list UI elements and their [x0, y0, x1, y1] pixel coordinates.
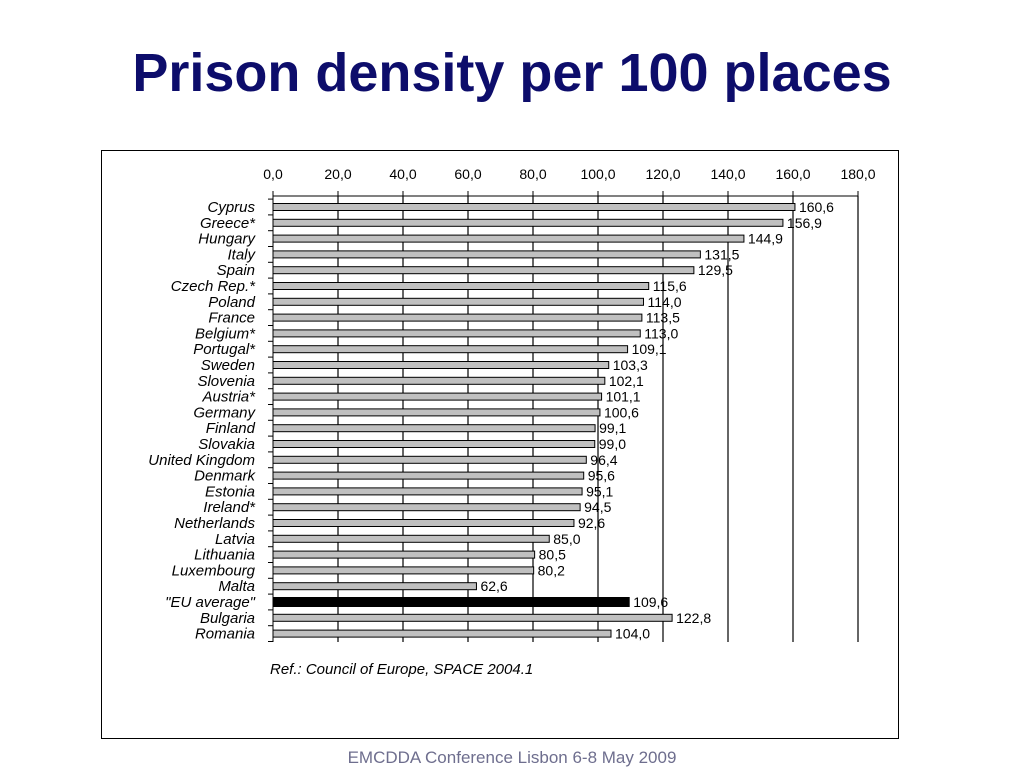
data-label: 104,0	[615, 626, 650, 642]
source-note: Ref.: Council of Europe, SPACE 2004.1	[270, 661, 534, 678]
data-label: 101,1	[606, 389, 641, 405]
category-label: Luxembourg	[172, 562, 256, 579]
bar	[272, 250, 701, 259]
bar	[272, 597, 630, 607]
bar	[272, 503, 581, 512]
category-label: Sweden	[201, 357, 255, 374]
category-label: Slovakia	[198, 436, 255, 453]
category-label: Belgium*	[195, 325, 256, 342]
x-tick-label: 140,0	[710, 166, 745, 182]
category-label: Lithuania	[194, 547, 255, 564]
bar	[272, 471, 585, 480]
x-tick-label: 160,0	[775, 166, 810, 182]
category-label: Finland	[206, 420, 256, 437]
category-label: Denmark	[194, 468, 256, 485]
data-label: 113,0	[644, 325, 678, 341]
data-label: 129,5	[698, 262, 733, 278]
bar	[272, 629, 612, 638]
bar	[272, 408, 601, 417]
data-label: 131,5	[704, 246, 739, 262]
bar	[272, 582, 477, 591]
data-label: 62,6	[480, 578, 507, 594]
category-label: United Kingdom	[148, 452, 255, 469]
category-label: Hungary	[198, 231, 256, 248]
data-label: 92,6	[578, 515, 605, 531]
data-label: 109,1	[632, 341, 667, 357]
data-label: 160,6	[799, 199, 834, 215]
category-label: Czech Rep.*	[171, 278, 256, 295]
data-label: 80,2	[538, 562, 565, 578]
category-label: Italy	[227, 246, 256, 263]
x-tick-label: 120,0	[645, 166, 680, 182]
data-label: 100,6	[604, 404, 639, 420]
x-tick-label: 0,0	[263, 166, 283, 182]
bar	[272, 550, 536, 559]
category-label: Germany	[193, 404, 256, 421]
data-label: 115,6	[653, 278, 687, 294]
category-label: Greece*	[200, 215, 256, 232]
bar	[272, 376, 606, 385]
category-label: "EU average"	[165, 594, 256, 611]
category-label: Netherlands	[174, 515, 255, 532]
data-label: 99,1	[599, 420, 626, 436]
x-tick-label: 80,0	[519, 166, 546, 182]
data-label: 85,0	[553, 531, 580, 547]
data-label: 94,5	[584, 499, 611, 515]
x-tick-label: 40,0	[389, 166, 416, 182]
footer-text: EMCDDA Conference Lisbon 6-8 May 2009	[347, 748, 677, 767]
category-label: Latvia	[215, 531, 255, 548]
bar	[272, 297, 644, 306]
bar	[272, 203, 796, 211]
bar	[272, 424, 596, 433]
data-label: 114,0	[648, 294, 682, 310]
bar	[272, 392, 603, 401]
category-label: Estonia	[205, 483, 255, 500]
category-label: Portugal*	[193, 341, 256, 358]
data-label: 113,5	[646, 310, 680, 326]
bar	[272, 282, 650, 290]
category-label: Poland	[208, 294, 255, 311]
bar	[272, 329, 641, 338]
bar	[272, 234, 745, 243]
category-label: Cyprus	[207, 199, 255, 216]
bar	[272, 613, 673, 622]
data-label: 122,8	[676, 610, 711, 626]
category-label: Romania	[195, 626, 255, 643]
data-label: 95,1	[586, 483, 613, 499]
data-label: 95,6	[588, 468, 615, 484]
bar	[272, 266, 695, 275]
data-label: 103,3	[613, 357, 648, 373]
category-label: Ireland*	[203, 499, 256, 516]
bar	[272, 313, 643, 322]
bar	[272, 534, 550, 543]
bar	[272, 519, 575, 527]
data-label: 109,6	[633, 594, 668, 610]
bar	[272, 487, 583, 496]
data-label: 96,4	[590, 452, 617, 468]
category-label: France	[208, 310, 255, 327]
bar	[272, 218, 784, 227]
bar	[272, 440, 596, 448]
x-tick-label: 60,0	[454, 166, 481, 182]
category-label: Bulgaria	[200, 610, 255, 627]
bar	[272, 455, 587, 464]
data-label: 144,9	[748, 231, 783, 247]
data-label: 99,0	[599, 436, 626, 452]
bar-chart: 0,0 20,0 40,0 60,0 80,0 100,0 120,0 140,0 160,0 1…	[148, 166, 875, 643]
bar	[272, 566, 535, 575]
bar	[272, 361, 610, 369]
x-tick-label: 180,0	[840, 166, 875, 182]
category-label: Malta	[218, 578, 255, 595]
x-tick-label: 100,0	[580, 166, 615, 182]
data-label: 102,1	[609, 373, 644, 389]
bar	[272, 345, 629, 354]
data-label: 80,5	[539, 547, 566, 563]
category-label: Austria*	[201, 389, 256, 406]
category-label: Slovenia	[197, 373, 255, 390]
category-label: Spain	[217, 262, 255, 279]
chart-frame: 0,0 20,0 40,0 60,0 80,0 100,0 120,0 140,0 160,0 1…	[101, 150, 899, 739]
data-label: 156,9	[787, 215, 822, 231]
x-tick-label: 20,0	[324, 166, 351, 182]
slide-title: Prison density per 100 places	[132, 43, 892, 103]
